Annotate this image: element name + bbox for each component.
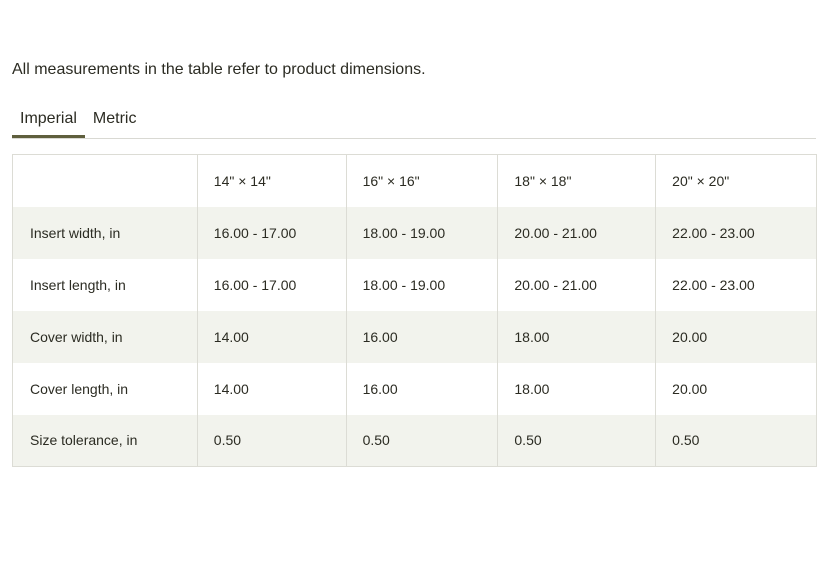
row-label: Insert width, in	[30, 224, 121, 241]
table-cell: 18.00 - 19.00	[345, 258, 498, 311]
row-label: Size tolerance, in	[30, 432, 138, 449]
table-row: Size tolerance, in 0.50 0.50 0.50 0.50	[12, 414, 817, 467]
table-header-row: 14" × 14" 16" × 16" 18" × 18" 20" × 20"	[13, 154, 817, 207]
table-cell: 0.50	[196, 414, 347, 467]
table-cell: 18.00	[497, 362, 656, 415]
table-row: Cover length, in 14.00 16.00 18.00 20.00	[12, 362, 817, 415]
tab-metric[interactable]: Metric	[92, 110, 137, 127]
column-header: 14" × 14"	[196, 154, 347, 207]
tab-imperial[interactable]: Imperial	[12, 104, 85, 138]
table-cell: 14.00	[196, 362, 347, 415]
table-row: Insert width, in 16.00 - 17.00 18.00 - 1…	[12, 206, 817, 259]
table-cell: 20.00	[655, 310, 817, 363]
table-cell: 14.00	[196, 310, 347, 363]
column-header: 20" × 20"	[655, 154, 817, 207]
column-header: 16" × 16"	[345, 154, 498, 207]
table-cell: 0.50	[497, 414, 656, 467]
table-cell: 16.00	[345, 362, 498, 415]
table-cell: 22.00 - 23.00	[655, 258, 817, 311]
size-table: 14" × 14" 16" × 16" 18" × 18" 20" × 20" …	[12, 154, 817, 467]
table-cell: 20.00 - 21.00	[497, 206, 656, 259]
table-cell: 22.00 - 23.00	[655, 206, 817, 259]
table-corner-cell	[13, 155, 198, 207]
column-header: 18" × 18"	[497, 154, 656, 207]
intro-text: All measurements in the table refer to p…	[12, 61, 426, 78]
row-label: Cover width, in	[30, 328, 123, 345]
row-label: Insert length, in	[30, 276, 126, 293]
table-cell: 20.00 - 21.00	[497, 258, 656, 311]
table-row: Cover width, in 14.00 16.00 18.00 20.00	[12, 310, 817, 363]
table-cell: 18.00 - 19.00	[345, 206, 498, 259]
table-cell: 16.00 - 17.00	[196, 206, 347, 259]
table-cell: 18.00	[497, 310, 656, 363]
table-cell: 0.50	[655, 414, 817, 467]
table-cell: 0.50	[345, 414, 498, 467]
unit-tabs: Imperial Metric	[12, 104, 816, 139]
table-cell: 16.00	[345, 310, 498, 363]
table-cell: 20.00	[655, 362, 817, 415]
row-label: Cover length, in	[30, 380, 129, 397]
table-cell: 16.00 - 17.00	[196, 258, 347, 311]
table-row: Insert length, in 16.00 - 17.00 18.00 - …	[12, 258, 817, 311]
